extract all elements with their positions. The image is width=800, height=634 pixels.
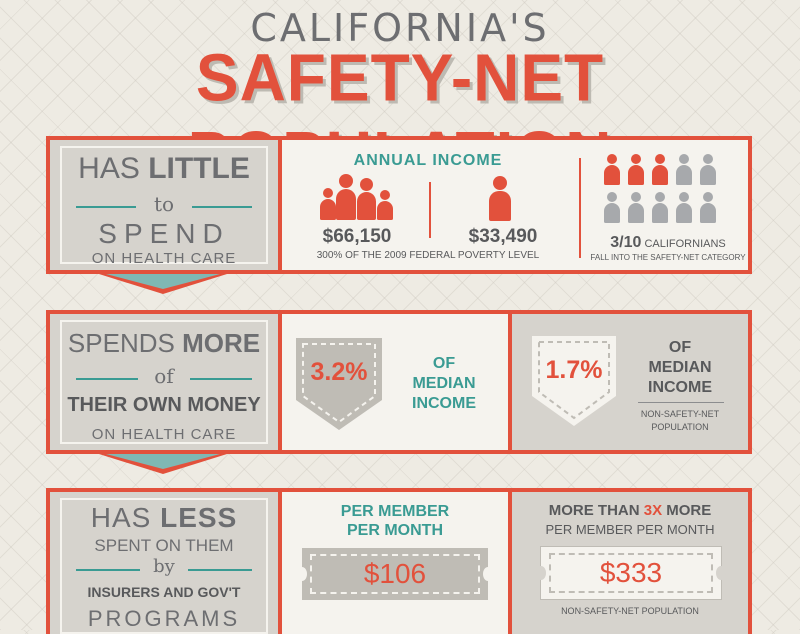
section3-heading-line4: INSURERS AND GOV'T (87, 584, 241, 600)
section2-heading-line3: THEIR OWN MONEY (67, 394, 261, 416)
shield-badge-icon (532, 336, 616, 426)
divider (76, 206, 136, 208)
section1-income-panel: ANNUAL INCOME $66,150 (282, 140, 748, 270)
annual-income-title: ANNUAL INCOME (353, 152, 503, 169)
single-income-value: $33,490 (468, 226, 538, 247)
non-safety-net-amount: $333 (599, 557, 663, 588)
section1-heading-line1: HAS LITTLE (78, 152, 250, 185)
section-little-to-spend: HAS LITTLE to SPEND ON HEALTH CARE ANNUA… (46, 136, 752, 274)
divider (190, 378, 252, 380)
ratio-subtext: FALL INTO THE SAFETY-NET CATEGORY (590, 253, 746, 262)
non-safety-net-note: NON-SAFETY-NET POPULATION (640, 409, 720, 432)
section2-heading-line1: SPENDS MORE (67, 328, 261, 358)
section-spends-more: SPENDS MORE of THEIR OWN MONEY ON HEALTH… (46, 310, 752, 454)
divider (429, 182, 431, 238)
non-safety-net-note: NON-SAFETY-NET POPULATION (561, 606, 699, 616)
section3-heading-line2: SPENT ON THEM (94, 536, 234, 555)
family-income-value: $66,150 (322, 226, 392, 247)
ratio-label: CALIFORNIANS (644, 238, 726, 250)
section3-heading-line5: PROGRAMS (87, 606, 241, 631)
ratio-value: 3/10 (610, 234, 642, 251)
people-ratio-grid (602, 154, 732, 228)
section2-heading-emphasis: MORE (182, 328, 261, 358)
safety-net-amount: $106 (363, 558, 427, 589)
shield-badge-icon (296, 338, 382, 430)
section3-heading-emphasis: LESS (160, 502, 238, 533)
poverty-level-note: 300% OF THE 2009 FEDERAL POVERTY LEVEL (316, 250, 540, 261)
divider (188, 569, 252, 571)
section2-heading-line2: of (154, 364, 174, 388)
title-line-1: CALIFORNIA'S (250, 6, 550, 50)
section1-heading-emphasis: LITTLE (148, 152, 250, 185)
multiplier-value: 3X (643, 502, 663, 519)
safety-net-percent-label: OF MEDIAN INCOME (412, 355, 476, 412)
per-member-sublabel: PER MEMBER PER MONTH (545, 522, 715, 537)
divider (192, 206, 252, 208)
divider (76, 378, 138, 380)
section1-heading-panel: HAS LITTLE to SPEND ON HEALTH CARE (50, 140, 278, 270)
ticket-badge: $106 (297, 548, 493, 600)
divider (76, 569, 140, 571)
section2-heading-line4: ON HEALTH CARE (91, 426, 237, 443)
section-has-less: HAS LESS SPENT ON THEM by INSURERS AND G… (46, 488, 752, 634)
non-safety-net-percent: 1.7% (545, 356, 603, 384)
section3-heading-line1: HAS LESS (90, 502, 238, 533)
safety-net-percent: 3.2% (310, 358, 368, 386)
section2-arrow-fill (106, 454, 220, 469)
ratio-line: 3/10 CALIFORNIANS (588, 234, 748, 252)
section1-heading-line2: to (153, 192, 175, 216)
section2-heading-panel: SPENDS MORE of THEIR OWN MONEY ON HEALTH… (50, 314, 278, 450)
divider (579, 158, 581, 258)
section3-heading-line3: by (153, 556, 175, 577)
section2-safety-net-panel: 3.2% OF MEDIAN INCOME (282, 314, 508, 450)
section1-heading-line3: SPEND (98, 218, 230, 249)
ticket-badge: $333 (536, 546, 726, 600)
more-than-label: MORE THAN 3X MORE (548, 502, 712, 519)
section1-arrow-fill (106, 274, 220, 289)
section3-safety-net-panel: PER MEMBER PER MONTH $106 (282, 492, 508, 634)
per-member-label: PER MEMBER PER MONTH (340, 503, 450, 539)
section3-heading-panel: HAS LESS SPENT ON THEM by INSURERS AND G… (50, 492, 278, 634)
non-safety-net-percent-label: OF MEDIAN INCOME (648, 339, 712, 396)
section3-non-safety-net-panel: MORE THAN 3X MORE PER MEMBER PER MONTH $… (512, 492, 748, 634)
family-icon (320, 174, 396, 220)
section1-heading-line4: ON HEALTH CARE (91, 250, 237, 267)
divider (638, 402, 724, 403)
section2-non-safety-net-panel: 1.7% OF MEDIAN INCOME NON-SAFETY-NET POP… (512, 314, 748, 450)
